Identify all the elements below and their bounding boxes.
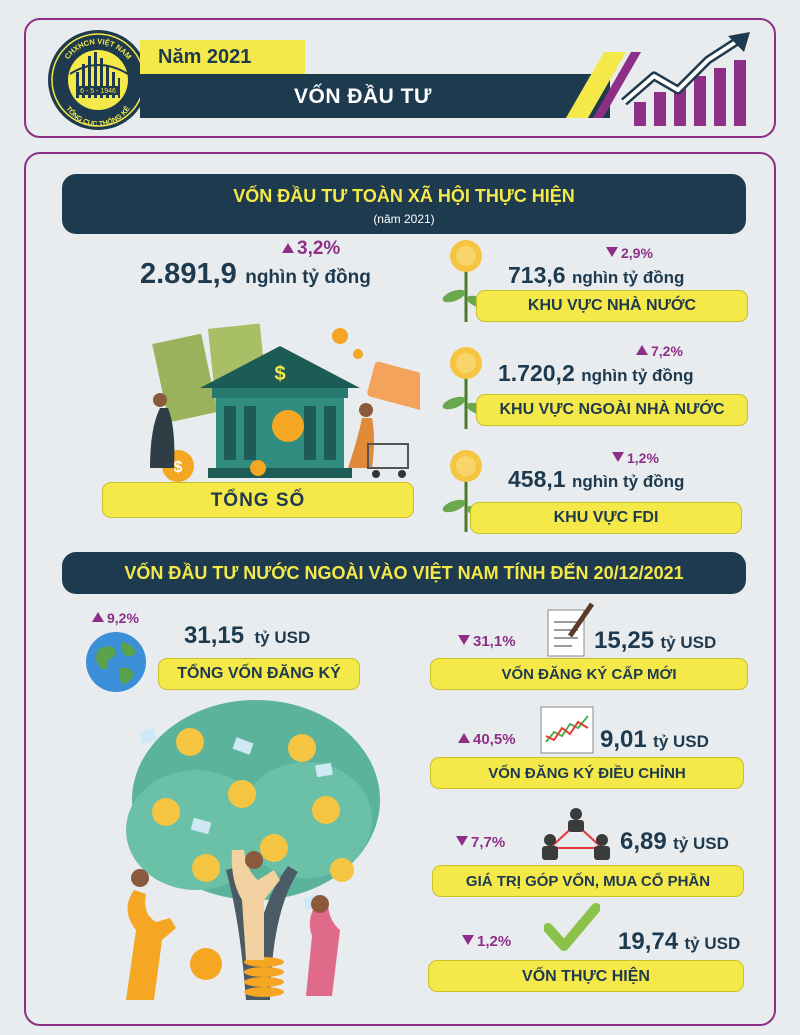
fdi-value-row: 458,1 nghìn tỷ đồng (508, 466, 684, 493)
line-chart-icon (540, 706, 594, 754)
fdi-label-box: KHU VỰC FDI (470, 502, 742, 534)
total-value-row: 2.891,9 nghìn tỷ đồng (140, 258, 371, 291)
fdi-value: 458,1 (508, 466, 566, 492)
capital-contrib-label-box: GIÁ TRỊ GÓP VỐN, MUA CỔ PHẦN (432, 865, 744, 897)
state-change: 2,9% (606, 245, 653, 261)
fdi-total-label-box: TỔNG VỐN ĐĂNG KÝ (158, 658, 360, 690)
growth-chart-icon (621, 32, 750, 126)
logo-date: 6 - 5 - 1946 (80, 88, 116, 95)
section1-title: VỐN ĐẦU TƯ TOÀN XÃ HỘI THỰC HIỆN (233, 186, 575, 206)
arrow-down-icon (612, 452, 624, 462)
arrow-down-icon (462, 935, 474, 945)
title-bar: VỐN ĐẦU TƯ (140, 74, 610, 118)
fdi-unit: nghìn tỷ đồng (572, 472, 685, 491)
state-label: KHU VỰC NHÀ NƯỚC (527, 297, 697, 314)
arrow-up-icon (636, 345, 648, 355)
total-unit: nghìn tỷ đồng (245, 267, 371, 288)
arrow-down-icon (606, 247, 618, 257)
people-network-icon (542, 808, 610, 860)
total-label-box: TỔNG SỐ (102, 482, 414, 518)
adjust-reg-unit: tỷ USD (653, 732, 709, 751)
section2-title: VỐN ĐẦU TƯ NƯỚC NGOÀI VÀO VIỆT NAM TÍNH … (124, 563, 684, 583)
section2-header: VỐN ĐẦU TƯ NƯỚC NGOÀI VÀO VIỆT NAM TÍNH … (62, 552, 746, 594)
disbursed-label: VỐN THỰC HIỆN (522, 968, 650, 985)
checkmark-icon (544, 903, 600, 951)
bank-dollar-icon: $ (274, 363, 285, 385)
page-title: VỐN ĐẦU TƯ (294, 85, 432, 108)
nonstate-label: KHU VỰC NGOÀI NHÀ NƯỚC (499, 401, 725, 418)
fdi-total-value-row: 31,15 tỷ USD (184, 622, 310, 650)
money-tree-illustration (126, 700, 380, 1000)
capital-contrib-value: 6,89 (620, 828, 667, 855)
coin-dollar-icon: $ (174, 459, 183, 476)
total-change: 3,2% (282, 238, 340, 260)
adjust-reg-label-box: VỐN ĐĂNG KÝ ĐIỀU CHỈNH (430, 757, 744, 789)
disbursed-value-row: 19,74 tỷ USD (618, 928, 740, 956)
disbursed-unit: tỷ USD (684, 934, 741, 953)
globe-icon (86, 632, 146, 692)
arrow-up-icon (92, 612, 104, 622)
fdi-total-change: 9,2% (92, 610, 139, 626)
total-label: TỔNG SỐ (210, 490, 306, 511)
state-value: 713,6 (508, 262, 566, 288)
new-reg-change: 31,1% (458, 633, 516, 650)
year-tab: Năm 2021 (140, 40, 305, 74)
disbursed-value: 19,74 (618, 928, 679, 955)
adjust-reg-change: 40,5% (458, 731, 516, 748)
arrow-down-icon (456, 836, 468, 846)
capital-contrib-change: 7,7% (456, 834, 505, 851)
disbursed-change: 1,2% (462, 933, 511, 950)
state-value-row: 713,6 nghìn tỷ đồng (508, 262, 684, 289)
adjust-reg-value: 9,01 (600, 726, 647, 753)
document-pen-icon (547, 602, 595, 657)
gso-logo: 6 - 5 - 1946 CHXHCN VIỆT NAM TỔNG CỤC TH… (48, 30, 148, 130)
bank-illustration: $ $ (150, 323, 420, 482)
total-value: 2.891,9 (140, 258, 237, 290)
nonstate-value: 1.720,2 (498, 360, 575, 386)
plant-coin-icon (442, 347, 490, 429)
capital-contrib-label: GIÁ TRỊ GÓP VỐN, MUA CỔ PHẦN (465, 873, 711, 890)
fdi-total-value: 31,15 (184, 622, 245, 649)
state-label-box: KHU VỰC NHÀ NƯỚC (476, 290, 748, 322)
capital-contrib-unit: tỷ USD (673, 834, 729, 853)
section1-header: VỐN ĐẦU TƯ TOÀN XÃ HỘI THỰC HIỆN (năm 20… (62, 174, 746, 234)
state-unit: nghìn tỷ đồng (572, 268, 685, 287)
section1-subtitle: (năm 2021) (373, 212, 435, 226)
new-reg-label-box: VỐN ĐĂNG KÝ CẤP MỚI (430, 658, 748, 690)
arrow-up-icon (282, 243, 294, 253)
new-reg-value-row: 15,25 tỷ USD (594, 627, 716, 655)
arrow-up-icon (458, 733, 470, 743)
nonstate-value-row: 1.720,2 nghìn tỷ đồng (498, 360, 694, 387)
fdi-total-unit: tỷ USD (254, 628, 311, 647)
adjust-reg-value-row: 9,01 tỷ USD (600, 726, 709, 754)
new-reg-unit: tỷ USD (660, 633, 717, 652)
fdi-change: 1,2% (612, 450, 659, 466)
fdi-total-label: TỔNG VỐN ĐĂNG KÝ (177, 665, 341, 682)
year-label: Năm 2021 (158, 46, 252, 68)
adjust-reg-label: VỐN ĐĂNG KÝ ĐIỀU CHỈNH (488, 765, 686, 782)
nonstate-label-box: KHU VỰC NGOÀI NHÀ NƯỚC (476, 394, 748, 426)
new-reg-label: VỐN ĐĂNG KÝ CẤP MỚI (501, 666, 677, 683)
nonstate-unit: nghìn tỷ đồng (581, 366, 694, 385)
capital-contrib-value-row: 6,89 tỷ USD (620, 828, 729, 856)
fdi-label: KHU VỰC FDI (553, 509, 659, 526)
arrow-down-icon (458, 635, 470, 645)
new-reg-value: 15,25 (594, 627, 655, 654)
disbursed-label-box: VỐN THỰC HIỆN (428, 960, 744, 992)
nonstate-change: 7,2% (636, 343, 683, 359)
